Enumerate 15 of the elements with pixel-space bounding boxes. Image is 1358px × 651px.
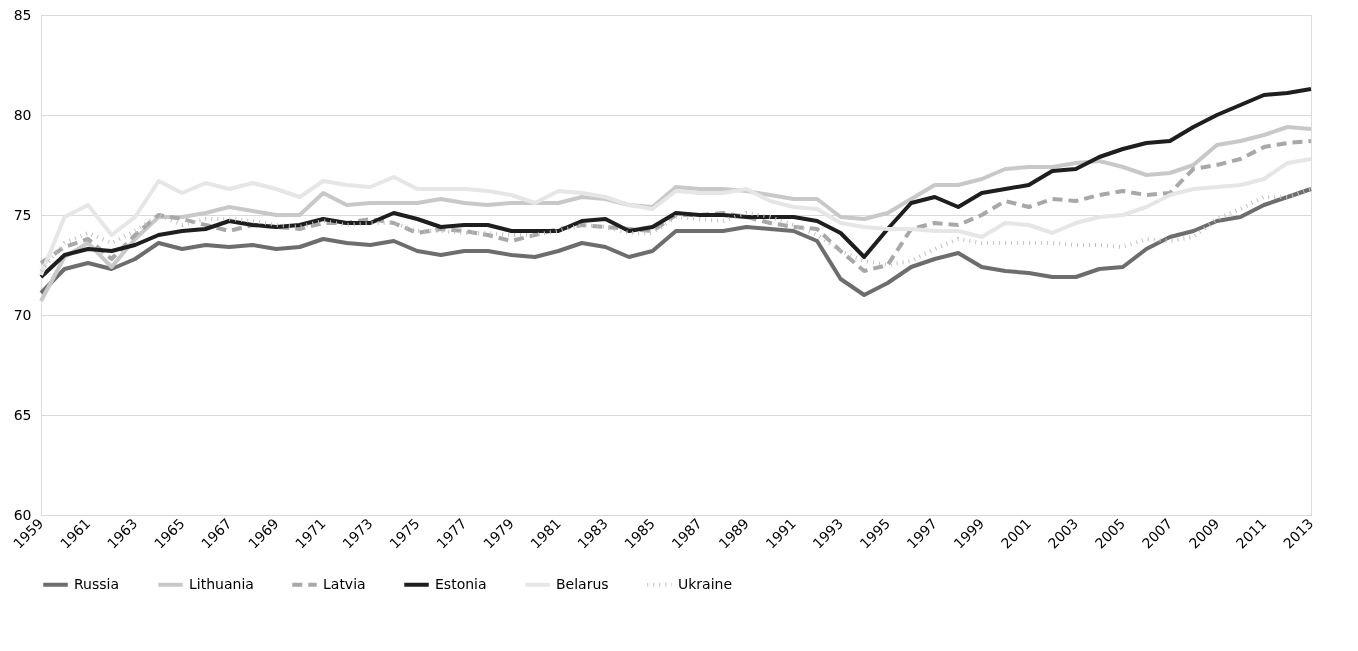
line-series xyxy=(39,139,1313,273)
y-tick-label: 85 xyxy=(13,6,32,23)
legend-label: Estonia xyxy=(435,575,487,592)
legend-label: Russia xyxy=(74,575,120,592)
legend-label: Ukraine xyxy=(678,575,733,592)
line-series xyxy=(39,87,1313,279)
y-tick-label: 65 xyxy=(13,406,32,423)
legend-label: Latvia xyxy=(323,575,366,592)
line-series xyxy=(39,187,1313,297)
y-tick-label: 80 xyxy=(13,106,32,123)
legend-label: Belarus xyxy=(556,575,609,592)
y-tick-label: 60 xyxy=(13,506,32,523)
legend-label: Lithuania xyxy=(189,575,254,592)
y-tick-label: 70 xyxy=(13,306,32,323)
y-tick-label: 75 xyxy=(13,206,32,223)
